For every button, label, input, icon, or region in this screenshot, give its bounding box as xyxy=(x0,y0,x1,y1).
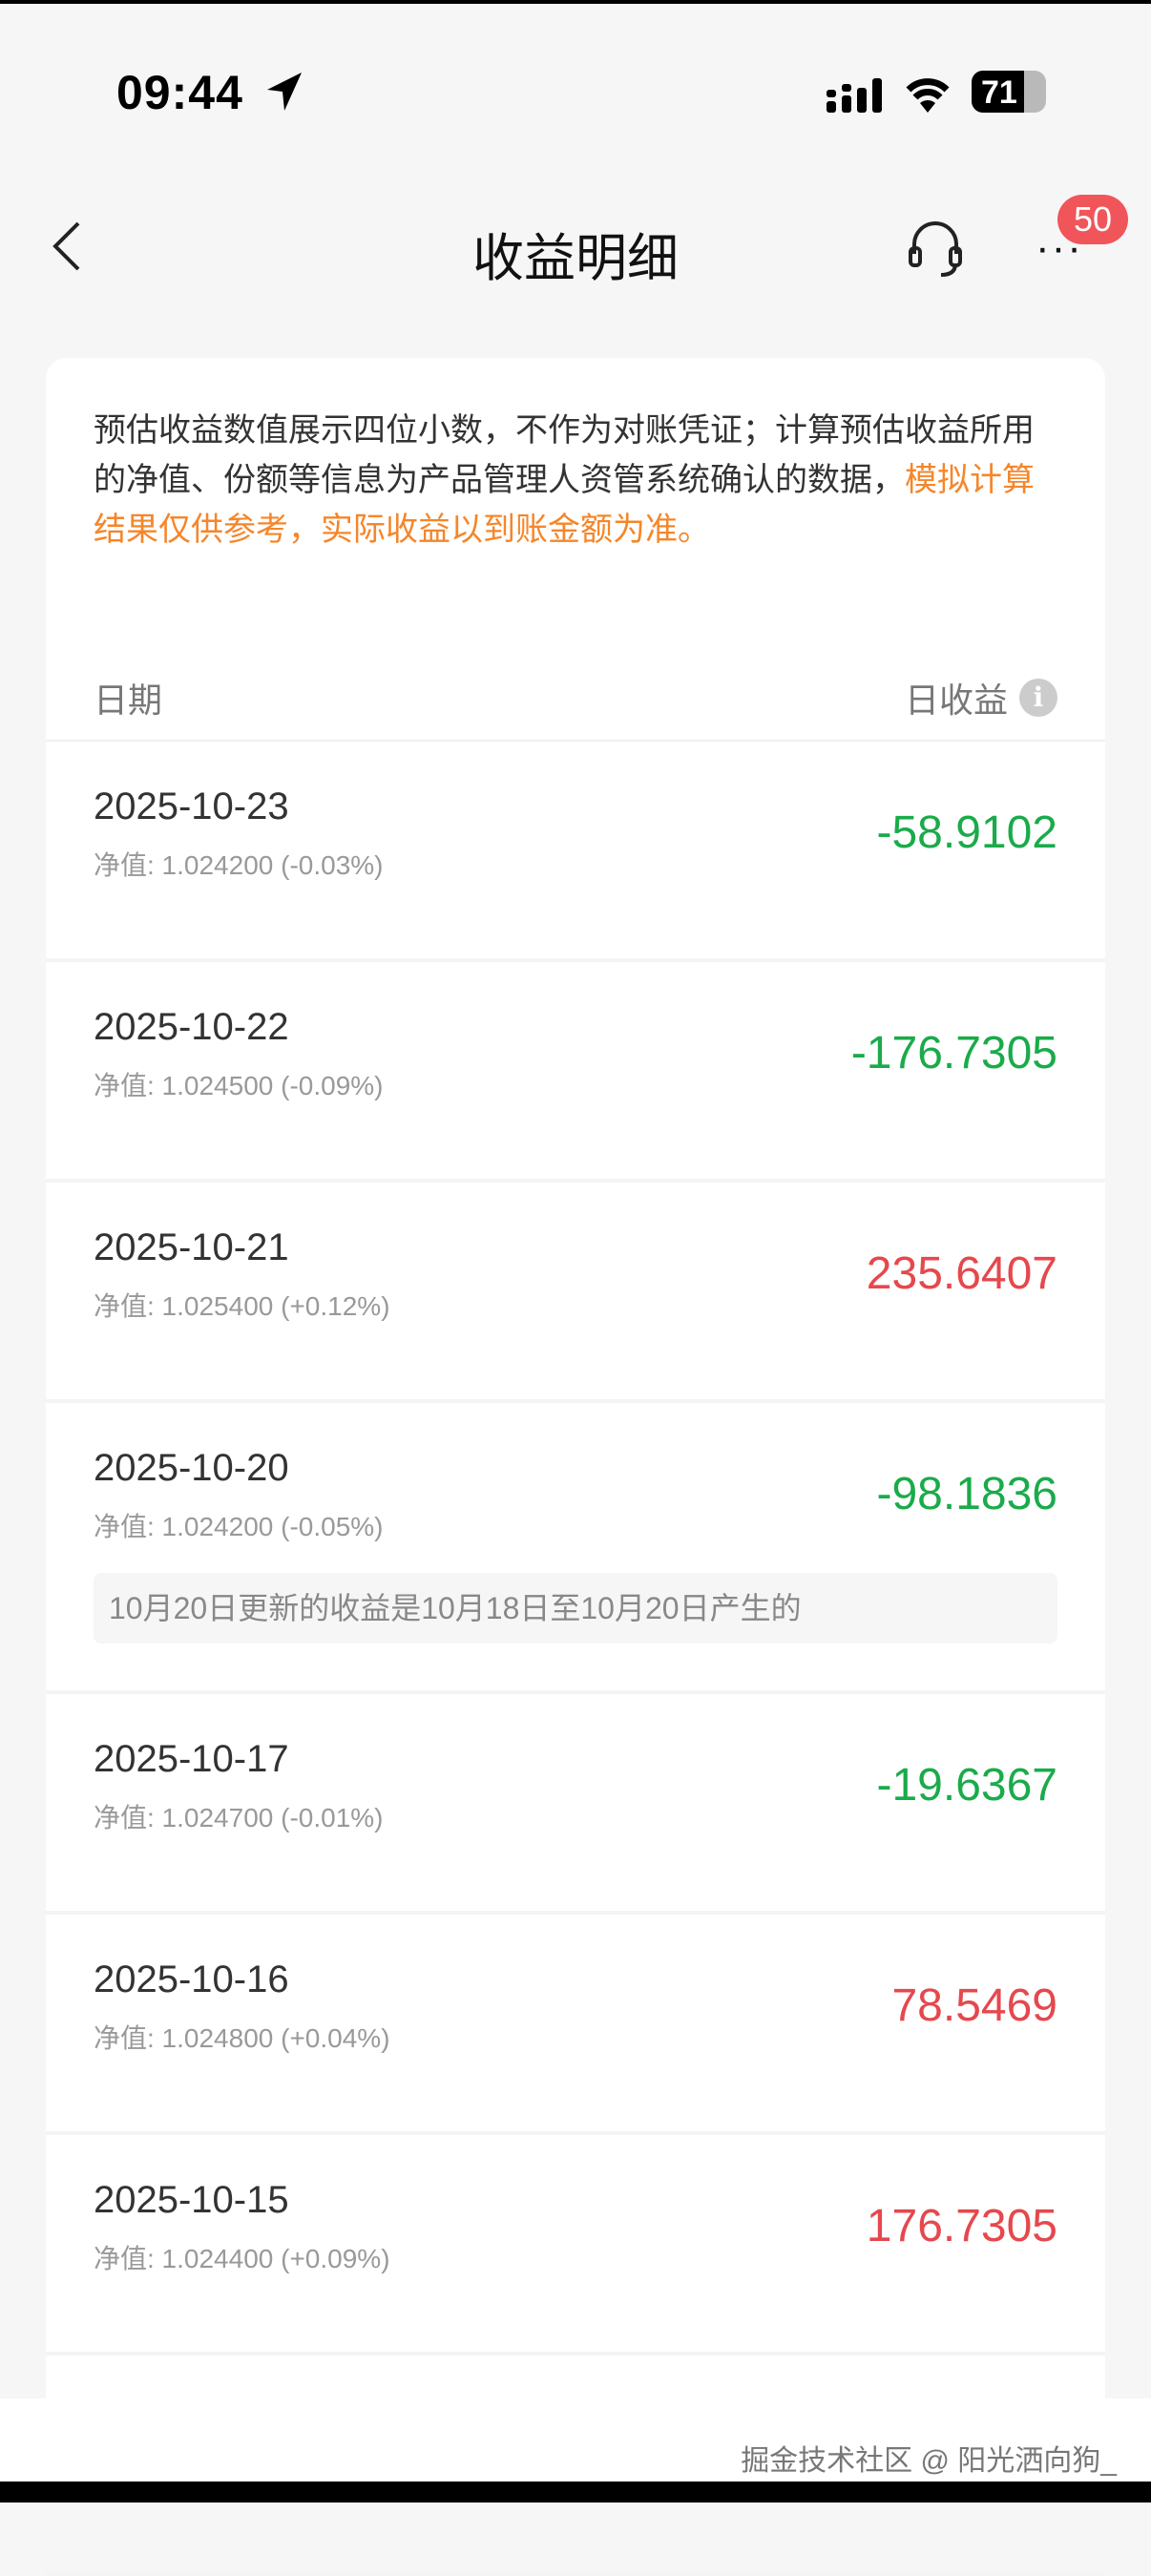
wifi-icon xyxy=(906,78,950,113)
back-chevron-icon[interactable] xyxy=(50,220,84,273)
income-row[interactable]: 2025-10-20 净值: 1.024200 (-0.05%) -98.1836 1… xyxy=(46,1403,1105,1694)
row-date: 2025-10-15 xyxy=(94,2179,289,2221)
disclaimer-warning: 模拟计算结果仅供参考，实际收益以到账金额为准。 xyxy=(94,462,1035,548)
row-date: 2025-10-16 xyxy=(94,1958,289,2000)
customer-service-headset-icon[interactable] xyxy=(907,216,964,279)
battery-level: 71 xyxy=(981,74,1017,111)
row-nav: 净值: 1.025400 (+0.12%) xyxy=(94,1291,390,1321)
row-date: 2025-10-20 xyxy=(94,1447,289,1489)
row-date: 2025-10-22 xyxy=(94,1006,289,1048)
table-header: 日期 日收益 i xyxy=(46,644,1105,742)
row-income: -98.1836 xyxy=(876,1469,1058,1519)
income-detail-card: 预估收益数值展示四位小数，不作为对账凭证；计算预估收益所用的净值、份额等信息为产… xyxy=(46,358,1105,2576)
row-nav: 净值: 1.024200 (-0.05%) xyxy=(94,1512,384,1541)
column-income-label: 日收益 xyxy=(904,681,1008,720)
disclaimer-normal: 预估收益数值展示四位小数，不作为对账凭证；计算预估收益所用的净值、份额等信息为产… xyxy=(94,412,1035,498)
row-date: 2025-10-17 xyxy=(94,1738,289,1780)
row-income: -19.6367 xyxy=(876,1760,1058,1811)
row-nav: 净值: 1.024500 (-0.09%) xyxy=(94,1071,384,1100)
row-nav: 净值: 1.024700 (-0.01%) xyxy=(94,1803,384,1833)
row-nav: 净值: 1.024800 (+0.04%) xyxy=(94,2023,390,2053)
income-list: 2025-10-23 净值: 1.024200 (-0.03%) -58.9102 2… xyxy=(46,742,1105,2576)
status-time: 09:44 xyxy=(116,66,243,119)
income-row[interactable]: 2025-10-17 净值: 1.024700 (-0.01%) -19.6367 xyxy=(46,1694,1105,1915)
bottom-bar: 掘金技术社区 @ 阳光洒向狗_ xyxy=(0,2398,1151,2482)
income-row[interactable]: 2025-10-16 净值: 1.024800 (+0.04%) 78.5469 xyxy=(46,1915,1105,2135)
row-nav: 净值: 1.024200 (-0.03%) xyxy=(94,850,384,880)
row-date: 2025-10-23 xyxy=(94,785,289,827)
page-title: 收益明细 xyxy=(472,230,679,287)
navigation-bar: 收益明细 ··· 50 xyxy=(0,191,1151,305)
income-row[interactable]: 2025-10-15 净值: 1.024400 (+0.09%) 176.7305 xyxy=(46,2135,1105,2356)
notification-badge: 50 xyxy=(1057,195,1128,244)
row-date: 2025-10-21 xyxy=(94,1226,289,1268)
disclaimer-text: 预估收益数值展示四位小数，不作为对账凭证；计算预估收益所用的净值、份额等信息为产… xyxy=(46,358,1105,555)
income-row[interactable]: 2025-10-23 净值: 1.024200 (-0.03%) -58.9102 xyxy=(46,742,1105,962)
watermark: 掘金技术社区 @ 阳光洒向狗_ xyxy=(741,2445,1117,2477)
bottom-edge xyxy=(0,2482,1151,2503)
top-edge xyxy=(0,0,1151,4)
column-date: 日期 xyxy=(94,681,163,720)
row-income: 235.6407 xyxy=(866,1248,1057,1299)
row-income: -176.7305 xyxy=(850,1028,1057,1079)
info-icon[interactable]: i xyxy=(1019,679,1057,717)
battery-indicator: 71 xyxy=(972,71,1046,113)
row-note: 10月20日更新的收益是10月18日至10月20日产生的 xyxy=(94,1573,1057,1644)
status-bar: 09:44 71 xyxy=(0,48,1151,138)
row-income: 78.5469 xyxy=(891,1980,1057,2031)
row-income: -58.9102 xyxy=(876,807,1058,858)
cellular-signal-icon xyxy=(827,78,882,113)
column-income: 日收益 i xyxy=(905,673,1057,723)
income-row[interactable]: 2025-10-22 净值: 1.024500 (-0.09%) -176.7305 xyxy=(46,962,1105,1183)
location-arrow-icon xyxy=(267,73,302,111)
row-income: 176.7305 xyxy=(866,2201,1057,2251)
row-nav: 净值: 1.024400 (+0.09%) xyxy=(94,2244,390,2273)
income-row[interactable]: 2025-10-21 净值: 1.025400 (+0.12%) 235.6407 xyxy=(46,1183,1105,1403)
